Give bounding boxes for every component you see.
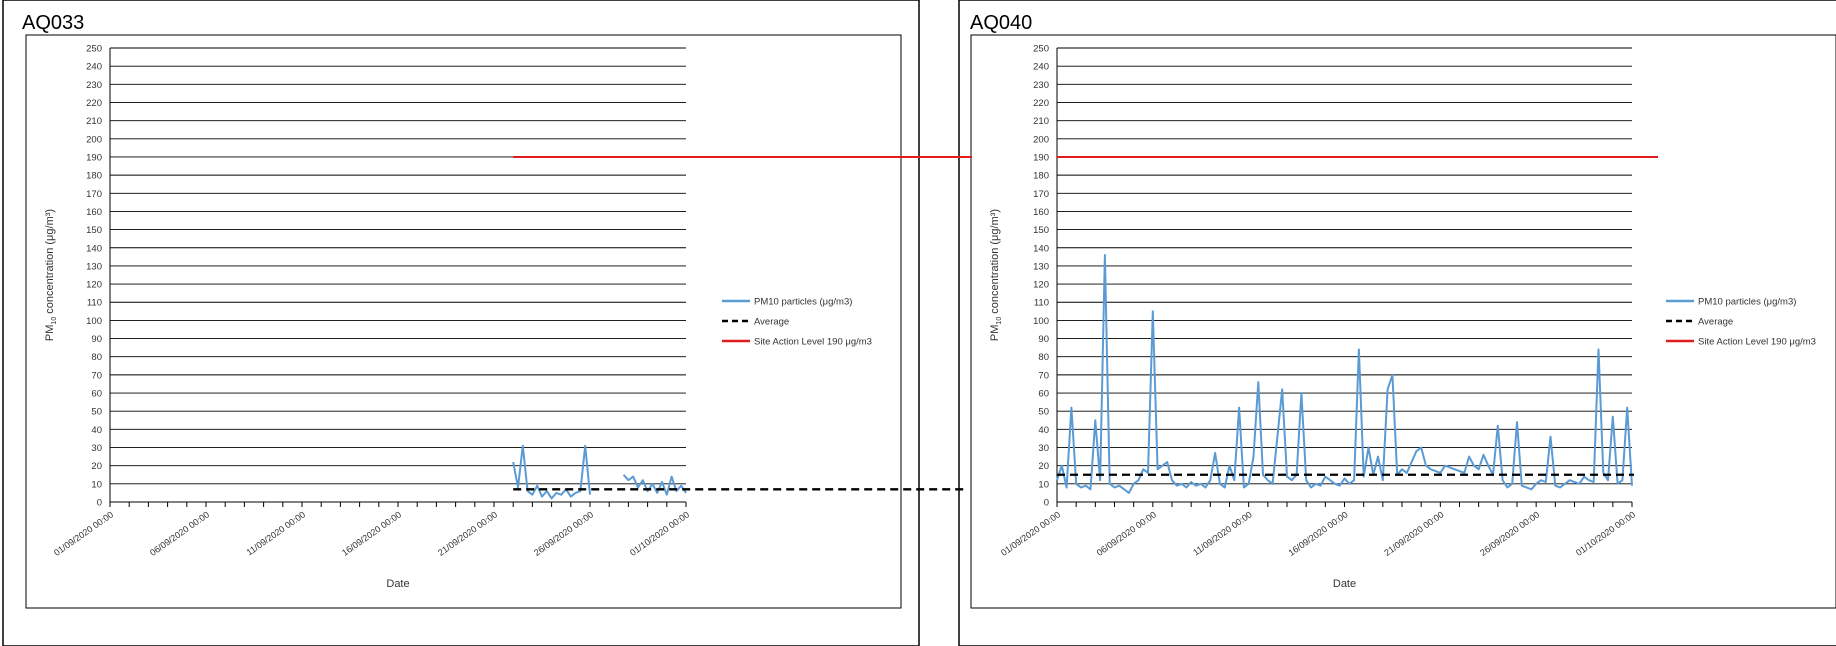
chart-frame-aq040: [970, 34, 1836, 609]
x-tick-label: 01/10/2020 00:00: [1574, 509, 1637, 557]
x-tick-label: 26/09/2020 00:00: [1478, 509, 1541, 557]
legend-label: Site Action Level 190 μg/m3: [1698, 337, 1816, 348]
y-tick-label: 20: [91, 461, 102, 472]
y-tick-label: 190: [86, 152, 102, 163]
x-tick-label: 01/10/2020 00:00: [628, 509, 691, 557]
y-tick-label: 40: [91, 425, 102, 436]
x-tick-label: 01/09/2020 00:00: [999, 509, 1062, 557]
y-tick-label: 230: [1033, 80, 1049, 91]
y-tick-label: 150: [86, 225, 102, 236]
y-tick-label: 90: [91, 334, 102, 345]
y-tick-label: 200: [86, 134, 102, 145]
y-axis-title: PM10 concentration (μg/m³): [44, 209, 58, 341]
y-tick-label: 10: [1038, 479, 1049, 490]
legend-label: PM10 particles (μg/m3): [1698, 297, 1796, 308]
y-tick-label: 140: [1033, 243, 1049, 254]
x-tick-label: 06/09/2020 00:00: [1095, 509, 1158, 557]
y-tick-label: 210: [1033, 116, 1049, 127]
y-tick-label: 120: [1033, 280, 1049, 291]
x-tick-label: 11/09/2020 00:00: [245, 509, 308, 557]
y-tick-label: 250: [1033, 44, 1049, 55]
panel-label-aq033: AQ033: [22, 12, 84, 34]
legend-label: Average: [1698, 317, 1733, 328]
chart-aq040: 0 10 20 30 40 50 60 70 80 90 100 110 120 130 140 150 160…: [989, 44, 1816, 591]
y-tick-label: 0: [1044, 498, 1049, 509]
y-tick-label: 30: [1038, 443, 1049, 454]
y-tick-label: 230: [86, 80, 102, 91]
x-axis-title: Date: [386, 578, 409, 590]
y-tick-label: 190: [1033, 152, 1049, 163]
panel-frame-right: [958, 0, 1836, 646]
panel-label-aq040: AQ040: [970, 12, 1032, 34]
y-tick-label: 220: [1033, 98, 1049, 109]
x-tick-label: 16/09/2020 00:00: [340, 509, 403, 557]
y-tick-label: 160: [1033, 207, 1049, 218]
y-tick-label: 40: [1038, 425, 1049, 436]
legend-label: PM10 particles (μg/m3): [754, 297, 852, 308]
y-tick-label: 160: [86, 207, 102, 218]
y-tick-label: 50: [91, 407, 102, 418]
y-tick-label: 50: [1038, 407, 1049, 418]
x-tick-label: 16/09/2020 00:00: [1287, 509, 1350, 557]
legend-label: Site Action Level 190 μg/m3: [754, 337, 872, 348]
y-tick-label: 150: [1033, 225, 1049, 236]
y-tick-label: 100: [86, 316, 102, 327]
y-tick-label: 30: [91, 443, 102, 454]
x-tick-label: 11/09/2020 00:00: [1191, 509, 1254, 557]
y-tick-label: 220: [86, 98, 102, 109]
chart-frame-aq033: [25, 34, 902, 609]
y-tick-label: 70: [1038, 370, 1049, 381]
x-tick-label: 06/09/2020 00:00: [148, 509, 211, 557]
x-tick-label: 26/09/2020 00:00: [532, 509, 595, 557]
y-tick-label: 60: [91, 389, 102, 400]
y-tick-label: 240: [86, 62, 102, 73]
x-tick-label: 01/09/2020 00:00: [52, 509, 115, 557]
y-tick-label: 110: [1034, 298, 1049, 309]
y-tick-label: 120: [86, 280, 102, 291]
y-tick-label: 80: [1038, 352, 1049, 363]
y-tick-label: 240: [1033, 62, 1049, 73]
y-axis-title: PM10 concentration (μg/m³): [989, 209, 1003, 341]
y-tick-label: 80: [91, 352, 102, 363]
pm10-series-line: [512, 444, 687, 500]
y-tick-label: 140: [86, 243, 102, 254]
x-tick-label: 21/09/2020 00:00: [1382, 509, 1445, 557]
panel-frame-left: [2, 0, 920, 646]
y-tick-label: 70: [91, 370, 102, 381]
y-tick-label: 10: [91, 479, 102, 490]
y-tick-label: 110: [87, 298, 102, 309]
y-tick-label: 250: [86, 44, 102, 55]
y-tick-label: 170: [86, 189, 102, 200]
y-tick-label: 200: [1033, 134, 1049, 145]
x-axis-title: Date: [1333, 578, 1356, 590]
y-tick-label: 210: [86, 116, 102, 127]
y-tick-label: 180: [86, 171, 102, 182]
y-tick-label: 130: [86, 261, 102, 272]
y-tick-label: 170: [1033, 189, 1049, 200]
y-tick-label: 100: [1033, 316, 1049, 327]
y-tick-label: 20: [1038, 461, 1049, 472]
y-tick-label: 0: [97, 498, 102, 509]
x-tick-label: 21/09/2020 00:00: [436, 509, 499, 557]
y-tick-label: 60: [1038, 389, 1049, 400]
y-tick-label: 90: [1038, 334, 1049, 345]
pm10-series-line: [1056, 254, 1633, 494]
legend-label: Average: [754, 317, 789, 328]
y-tick-label: 180: [1033, 171, 1049, 182]
chart-aq033: 0 10 20 30 40 50 60 70 80 90 100 110 120 130 140 150 160…: [44, 44, 972, 590]
y-tick-label: 130: [1033, 261, 1049, 272]
